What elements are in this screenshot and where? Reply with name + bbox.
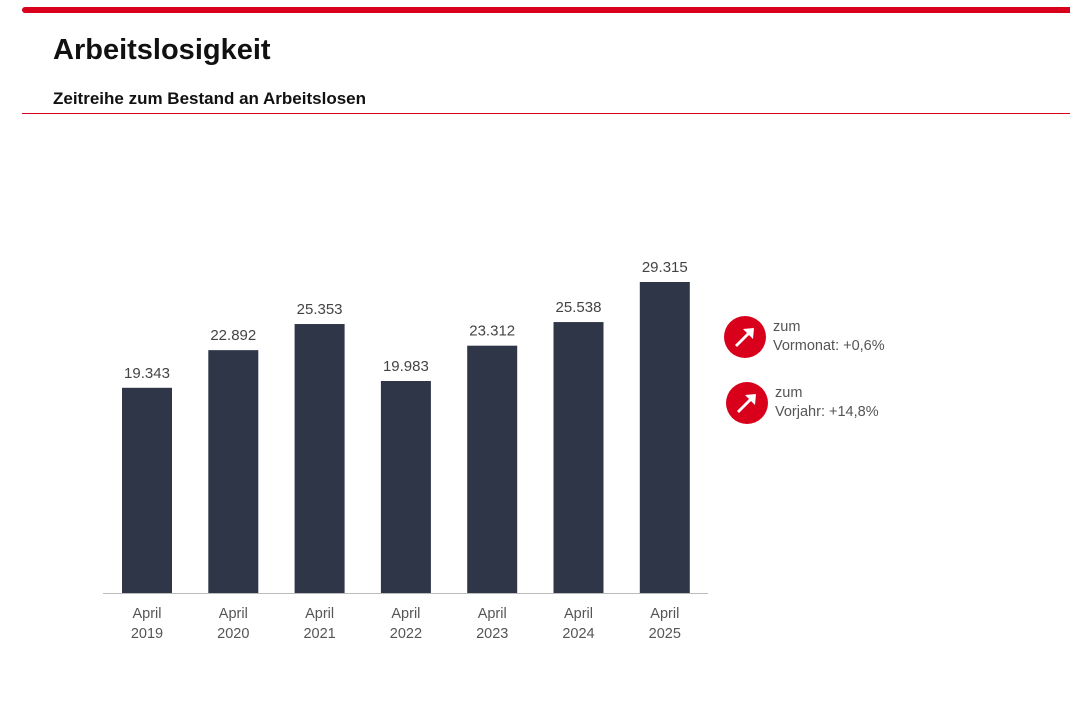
x-tick-label: 2019 <box>131 626 163 642</box>
x-tick-label: 2020 <box>217 626 249 642</box>
bar <box>553 322 604 593</box>
bar <box>467 345 518 593</box>
bar <box>122 387 172 593</box>
indicator-label-2: Vorjahr: <box>775 404 825 420</box>
data-label: 19.983 <box>383 358 429 375</box>
indicator-value: +0,6% <box>843 338 885 354</box>
bar <box>294 324 345 593</box>
data-label: 23.312 <box>469 323 515 340</box>
bar <box>380 381 431 593</box>
bar <box>208 350 259 593</box>
x-tick-label: April <box>305 606 334 622</box>
indicator-vorjahr: zum Vorjahr: +14,8% <box>726 382 879 424</box>
x-tick-label: April <box>650 606 679 622</box>
indicator-label-1: zum <box>773 319 801 335</box>
arrow-up-right-icon <box>724 316 766 358</box>
x-tick-label: 2023 <box>476 626 508 642</box>
page-subtitle: Zeitreihe zum Bestand an Arbeitslosen <box>53 89 366 108</box>
data-label: 25.538 <box>556 299 602 316</box>
data-label: 22.892 <box>210 327 256 344</box>
page-title: Arbeitslosigkeit <box>53 34 271 66</box>
x-tick-label: 2021 <box>303 626 335 642</box>
indicator-label-2: Vormonat: <box>773 338 840 354</box>
indicator-value: +14,8% <box>829 404 879 420</box>
x-tick-label: 2024 <box>562 626 594 642</box>
data-label: 29.315 <box>642 259 688 276</box>
indicator-vormonat: zum Vormonat: +0,6% <box>724 316 885 358</box>
data-label: 25.353 <box>297 301 343 318</box>
x-tick-label: April <box>219 606 248 622</box>
x-tick-label: 2025 <box>649 626 681 642</box>
x-tick-label: 2022 <box>390 626 422 642</box>
x-tick-label: April <box>132 606 161 622</box>
data-label: 19.343 <box>124 365 170 382</box>
x-tick-label: April <box>564 606 593 622</box>
indicator-label-1: zum <box>775 385 803 401</box>
header-divider <box>22 113 1070 114</box>
arrow-up-right-icon <box>726 382 768 424</box>
x-tick-label: April <box>391 606 420 622</box>
top-accent-bar <box>22 7 1070 13</box>
bar <box>639 282 690 593</box>
x-tick-label: April <box>478 606 507 622</box>
